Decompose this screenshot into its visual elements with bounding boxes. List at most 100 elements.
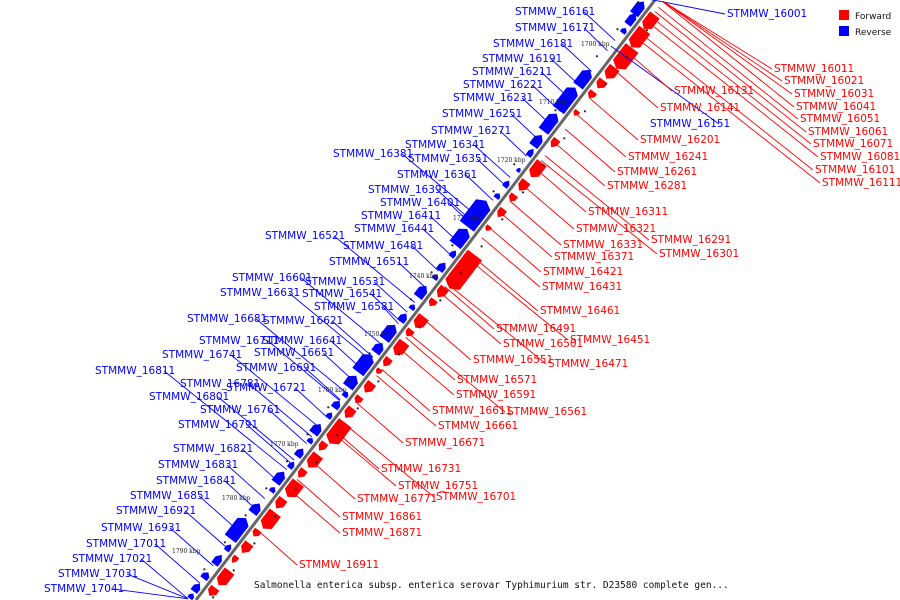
forward-gene-arrow[interactable]: [214, 567, 235, 589]
gene-label-stmmw-16151[interactable]: STMMW_16151: [650, 118, 730, 130]
gene-label-stmmw-16231[interactable]: STMMW_16231: [453, 92, 533, 104]
gene-label-stmmw-16141[interactable]: STMMW_16141: [660, 102, 740, 114]
reverse-gene-arrow[interactable]: [271, 469, 288, 486]
gene-label-stmmw-16841[interactable]: STMMW_16841: [156, 475, 236, 487]
reverse-gene-arrow[interactable]: [187, 592, 195, 600]
forward-gene-arrow[interactable]: [594, 77, 608, 91]
gene-label-stmmw-17031[interactable]: STMMW_17031: [58, 568, 138, 580]
reverse-gene-arrow[interactable]: [371, 340, 386, 356]
forward-gene-arrow[interactable]: [258, 508, 281, 533]
gene-label-stmmw-16651[interactable]: STMMW_16651: [254, 347, 334, 359]
reverse-gene-arrow[interactable]: [552, 83, 581, 115]
gene-label-stmmw-16931[interactable]: STMMW_16931: [101, 522, 181, 534]
gene-label-stmmw-16431[interactable]: STMMW_16431: [542, 281, 622, 293]
reverse-gene-arrow[interactable]: [449, 225, 473, 250]
gene-label-stmmw-16711[interactable]: STMMW_16711: [199, 335, 279, 347]
gene-label-stmmw-16331[interactable]: STMMW_16331: [563, 239, 643, 251]
forward-gene-arrow[interactable]: [411, 313, 429, 331]
reverse-gene-arrow[interactable]: [330, 398, 343, 411]
gene-label-stmmw-16261[interactable]: STMMW_16261: [617, 166, 697, 178]
gene-label-stmmw-16031[interactable]: STMMW_16031: [794, 88, 874, 100]
gene-label-stmmw-16051[interactable]: STMMW_16051: [800, 113, 880, 125]
gene-label-stmmw-16801[interactable]: STMMW_16801: [149, 391, 229, 403]
gene-label-stmmw-16771[interactable]: STMMW_16771: [357, 493, 437, 505]
reverse-gene-arrow[interactable]: [397, 311, 409, 324]
gene-label-stmmw-16111[interactable]: STMMW_16111: [822, 177, 900, 189]
gene-label-stmmw-16521[interactable]: STMMW_16521: [265, 230, 345, 242]
gene-label-stmmw-16911[interactable]: STMMW_16911: [299, 559, 379, 571]
gene-label-stmmw-16201[interactable]: STMMW_16201: [640, 134, 720, 146]
gene-label-stmmw-16471[interactable]: STMMW_16471: [548, 358, 628, 370]
gene-label-stmmw-16781[interactable]: STMMW_16781: [180, 378, 260, 390]
reverse-gene-arrow[interactable]: [325, 411, 334, 420]
gene-label-stmmw-16401[interactable]: STMMW_16401: [380, 197, 460, 209]
gene-label-stmmw-16381[interactable]: STMMW_16381: [333, 148, 413, 160]
gene-label-stmmw-16291[interactable]: STMMW_16291: [651, 234, 731, 246]
forward-gene-arrow[interactable]: [601, 63, 620, 82]
gene-label-stmmw-16461[interactable]: STMMW_16461: [540, 305, 620, 317]
gene-label-stmmw-16831[interactable]: STMMW_16831: [158, 459, 238, 471]
reverse-gene-arrow[interactable]: [379, 321, 399, 343]
gene-label-stmmw-16441[interactable]: STMMW_16441: [354, 223, 434, 235]
gene-label-stmmw-16011[interactable]: STMMW_16011: [774, 63, 854, 75]
gene-label-stmmw-16791[interactable]: STMMW_16791: [178, 419, 258, 431]
gene-label-stmmw-16501[interactable]: STMMW_16501: [503, 338, 583, 350]
gene-label-stmmw-16391[interactable]: STMMW_16391: [368, 184, 448, 196]
gene-label-stmmw-16341[interactable]: STMMW_16341: [405, 139, 485, 151]
reverse-gene-arrow[interactable]: [538, 110, 562, 135]
gene-label-stmmw-16671[interactable]: STMMW_16671: [405, 437, 485, 449]
reverse-gene-arrow[interactable]: [529, 132, 545, 150]
gene-label-stmmw-17011[interactable]: STMMW_17011: [86, 538, 166, 550]
gene-label-stmmw-16761[interactable]: STMMW_16761: [200, 404, 280, 416]
forward-gene-arrow[interactable]: [250, 527, 262, 539]
forward-gene-arrow[interactable]: [282, 478, 304, 501]
reverse-gene-arrow[interactable]: [200, 570, 211, 582]
gene-label-stmmw-16581[interactable]: STMMW_16581: [314, 301, 394, 313]
forward-gene-arrow[interactable]: [352, 394, 364, 405]
gene-label-stmmw-16511[interactable]: STMMW_16511: [329, 256, 409, 268]
reverse-gene-arrow[interactable]: [352, 350, 376, 377]
gene-label-stmmw-16751[interactable]: STMMW_16751: [398, 480, 478, 492]
reverse-gene-arrow[interactable]: [341, 390, 350, 399]
reverse-gene-arrow[interactable]: [515, 167, 522, 173]
gene-label-stmmw-16601[interactable]: STMMW_16601: [232, 272, 312, 284]
forward-gene-arrow[interactable]: [626, 25, 651, 52]
gene-label-stmmw-17041[interactable]: STMMW_17041: [44, 583, 124, 595]
gene-label-stmmw-16181[interactable]: STMMW_16181: [493, 38, 573, 50]
gene-label-stmmw-16871[interactable]: STMMW_16871: [342, 527, 422, 539]
reverse-gene-arrow[interactable]: [431, 273, 440, 281]
gene-label-stmmw-16281[interactable]: STMMW_16281: [607, 180, 687, 192]
reverse-gene-arrow[interactable]: [408, 303, 417, 312]
gene-label-stmmw-16411[interactable]: STMMW_16411: [361, 210, 441, 222]
forward-gene-arrow[interactable]: [205, 584, 220, 599]
gene-label-stmmw-16541[interactable]: STMMW_16541: [302, 288, 382, 300]
forward-gene-arrow[interactable]: [442, 249, 483, 294]
forward-gene-arrow[interactable]: [427, 297, 438, 308]
reverse-gene-arrow[interactable]: [493, 192, 502, 200]
reverse-gene-arrow[interactable]: [501, 179, 512, 189]
gene-label-stmmw-16161[interactable]: STMMW_16161: [515, 6, 595, 18]
gene-label-stmmw-16311[interactable]: STMMW_16311: [588, 206, 668, 218]
gene-label-stmmw-16491[interactable]: STMMW_16491: [496, 323, 576, 335]
gene-label-stmmw-16611[interactable]: STMMW_16611: [432, 405, 512, 417]
reverse-gene-arrow[interactable]: [224, 514, 252, 544]
reverse-gene-arrow[interactable]: [619, 26, 628, 35]
forward-gene-arrow[interactable]: [238, 540, 254, 556]
gene-label-stmmw-16731[interactable]: STMMW_16731: [381, 463, 461, 475]
gene-label-stmmw-16421[interactable]: STMMW_16421: [543, 266, 623, 278]
reverse-gene-arrow[interactable]: [448, 249, 459, 259]
gene-label-stmmw-16241[interactable]: STMMW_16241: [628, 151, 708, 163]
gene-label-stmmw-16451[interactable]: STMMW_16451: [570, 334, 650, 346]
reverse-gene-arrow[interactable]: [190, 581, 203, 594]
forward-gene-arrow[interactable]: [515, 178, 531, 194]
forward-gene-arrow[interactable]: [304, 451, 324, 471]
forward-gene-arrow[interactable]: [434, 284, 450, 301]
forward-gene-arrow[interactable]: [295, 467, 308, 480]
reverse-gene-arrow[interactable]: [435, 260, 448, 274]
forward-gene-arrow[interactable]: [390, 338, 410, 359]
gene-label-stmmw-16371[interactable]: STMMW_16371: [554, 251, 634, 263]
gene-label-stmmw-16921[interactable]: STMMW_16921: [116, 505, 196, 517]
forward-gene-arrow[interactable]: [507, 192, 518, 203]
reverse-gene-arrow[interactable]: [573, 66, 595, 90]
gene-label-stmmw-16851[interactable]: STMMW_16851: [130, 490, 210, 502]
